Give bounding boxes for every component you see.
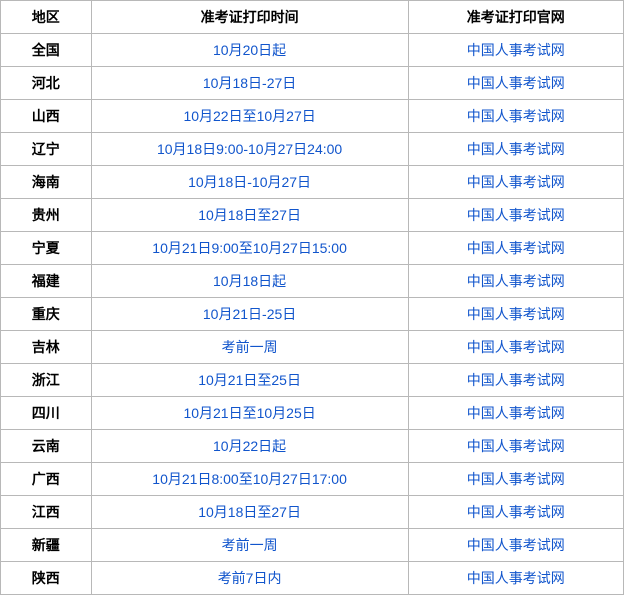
cell-time[interactable]: 10月20日起 <box>91 34 408 67</box>
cell-region: 宁夏 <box>1 232 92 265</box>
cell-time[interactable]: 10月18日至27日 <box>91 496 408 529</box>
cell-time[interactable]: 考前7日内 <box>91 562 408 595</box>
header-site: 准考证打印官网 <box>408 1 623 34</box>
cell-site[interactable]: 中国人事考试网 <box>408 529 623 562</box>
cell-time[interactable]: 10月22日起 <box>91 430 408 463</box>
cell-time[interactable]: 10月18日-10月27日 <box>91 166 408 199</box>
cell-site[interactable]: 中国人事考试网 <box>408 364 623 397</box>
schedule-table: 地区 准考证打印时间 准考证打印官网 全国10月20日起中国人事考试网河北10月… <box>0 0 624 595</box>
table-row: 全国10月20日起中国人事考试网 <box>1 34 624 67</box>
cell-time[interactable]: 10月18日起 <box>91 265 408 298</box>
cell-site[interactable]: 中国人事考试网 <box>408 166 623 199</box>
cell-region: 贵州 <box>1 199 92 232</box>
table-row: 陕西考前7日内中国人事考试网 <box>1 562 624 595</box>
cell-site[interactable]: 中国人事考试网 <box>408 562 623 595</box>
table-row: 宁夏10月21日9:00至10月27日15:00中国人事考试网 <box>1 232 624 265</box>
table-row: 海南10月18日-10月27日中国人事考试网 <box>1 166 624 199</box>
cell-time[interactable]: 10月21日8:00至10月27日17:00 <box>91 463 408 496</box>
table-row: 贵州10月18日至27日中国人事考试网 <box>1 199 624 232</box>
cell-time[interactable]: 10月18日9:00-10月27日24:00 <box>91 133 408 166</box>
cell-time[interactable]: 10月21日9:00至10月27日15:00 <box>91 232 408 265</box>
cell-region: 吉林 <box>1 331 92 364</box>
cell-region: 河北 <box>1 67 92 100</box>
print-schedule-table: 地区 准考证打印时间 准考证打印官网 全国10月20日起中国人事考试网河北10月… <box>0 0 624 595</box>
table-row: 新疆考前一周中国人事考试网 <box>1 529 624 562</box>
cell-site[interactable]: 中国人事考试网 <box>408 430 623 463</box>
header-time: 准考证打印时间 <box>91 1 408 34</box>
cell-time[interactable]: 10月21日-25日 <box>91 298 408 331</box>
table-row: 浙江10月21日至25日中国人事考试网 <box>1 364 624 397</box>
table-row: 辽宁10月18日9:00-10月27日24:00中国人事考试网 <box>1 133 624 166</box>
cell-time[interactable]: 10月21日至10月25日 <box>91 397 408 430</box>
table-row: 云南10月22日起中国人事考试网 <box>1 430 624 463</box>
table-row: 福建10月18日起中国人事考试网 <box>1 265 624 298</box>
cell-time[interactable]: 10月18日至27日 <box>91 199 408 232</box>
cell-site[interactable]: 中国人事考试网 <box>408 34 623 67</box>
cell-region: 辽宁 <box>1 133 92 166</box>
cell-region: 广西 <box>1 463 92 496</box>
cell-time[interactable]: 10月21日至25日 <box>91 364 408 397</box>
cell-time[interactable]: 10月18日-27日 <box>91 67 408 100</box>
cell-region: 福建 <box>1 265 92 298</box>
cell-region: 新疆 <box>1 529 92 562</box>
table-row: 重庆10月21日-25日中国人事考试网 <box>1 298 624 331</box>
cell-site[interactable]: 中国人事考试网 <box>408 331 623 364</box>
cell-site[interactable]: 中国人事考试网 <box>408 100 623 133</box>
cell-site[interactable]: 中国人事考试网 <box>408 298 623 331</box>
cell-site[interactable]: 中国人事考试网 <box>408 496 623 529</box>
table-row: 河北10月18日-27日中国人事考试网 <box>1 67 624 100</box>
cell-site[interactable]: 中国人事考试网 <box>408 133 623 166</box>
cell-site[interactable]: 中国人事考试网 <box>408 232 623 265</box>
cell-region: 四川 <box>1 397 92 430</box>
cell-time[interactable]: 考前一周 <box>91 529 408 562</box>
cell-region: 全国 <box>1 34 92 67</box>
table-row: 吉林考前一周中国人事考试网 <box>1 331 624 364</box>
cell-region: 海南 <box>1 166 92 199</box>
cell-region: 云南 <box>1 430 92 463</box>
cell-region: 江西 <box>1 496 92 529</box>
cell-region: 重庆 <box>1 298 92 331</box>
table-row: 四川10月21日至10月25日中国人事考试网 <box>1 397 624 430</box>
cell-site[interactable]: 中国人事考试网 <box>408 199 623 232</box>
cell-site[interactable]: 中国人事考试网 <box>408 265 623 298</box>
header-region: 地区 <box>1 1 92 34</box>
cell-time[interactable]: 考前一周 <box>91 331 408 364</box>
cell-region: 浙江 <box>1 364 92 397</box>
table-header-row: 地区 准考证打印时间 准考证打印官网 <box>1 1 624 34</box>
table-row: 广西10月21日8:00至10月27日17:00中国人事考试网 <box>1 463 624 496</box>
cell-site[interactable]: 中国人事考试网 <box>408 463 623 496</box>
cell-time[interactable]: 10月22日至10月27日 <box>91 100 408 133</box>
cell-region: 山西 <box>1 100 92 133</box>
cell-site[interactable]: 中国人事考试网 <box>408 67 623 100</box>
table-body: 全国10月20日起中国人事考试网河北10月18日-27日中国人事考试网山西10月… <box>1 34 624 595</box>
cell-region: 陕西 <box>1 562 92 595</box>
cell-site[interactable]: 中国人事考试网 <box>408 397 623 430</box>
table-row: 山西10月22日至10月27日中国人事考试网 <box>1 100 624 133</box>
table-row: 江西10月18日至27日中国人事考试网 <box>1 496 624 529</box>
